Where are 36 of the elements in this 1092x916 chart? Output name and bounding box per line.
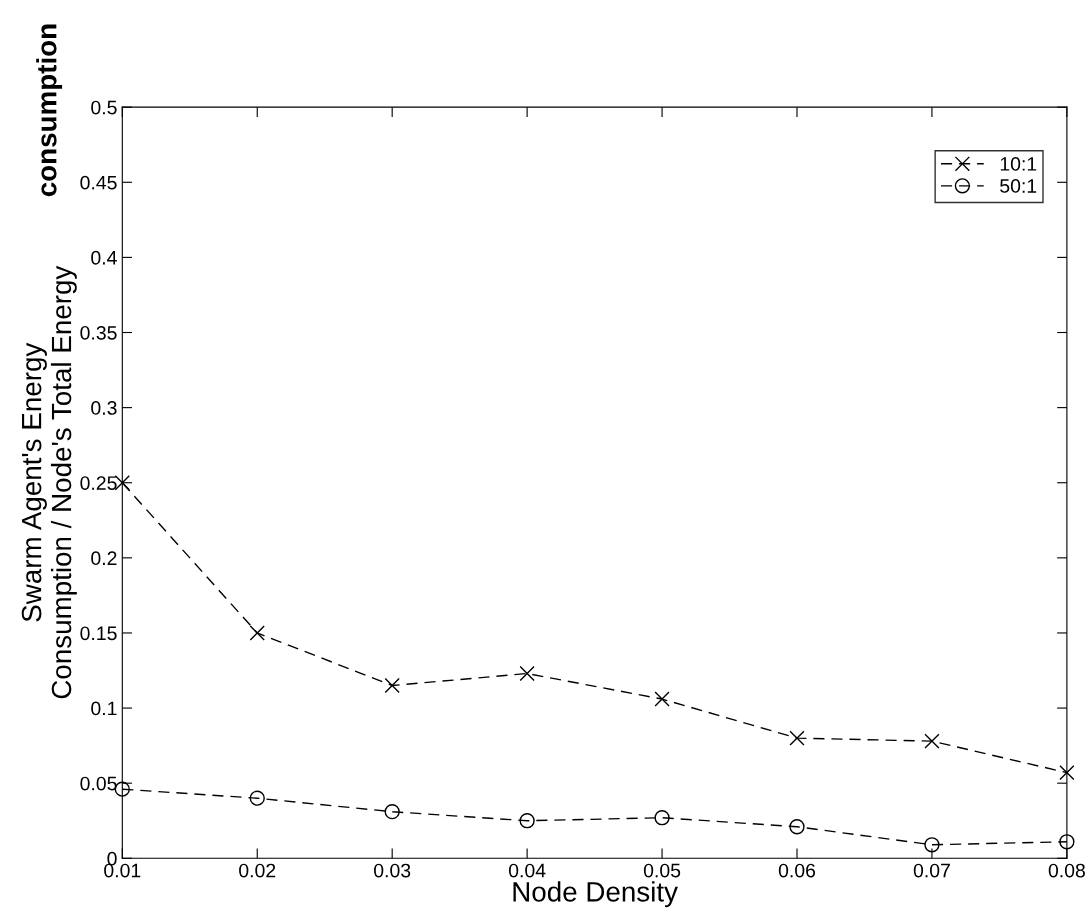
legend-label: 50:1 bbox=[1000, 179, 1037, 193]
x-tick-label: 0.02 bbox=[239, 863, 276, 878]
x-tick-label: 0.07 bbox=[913, 863, 950, 878]
point bbox=[249, 625, 265, 641]
x-tick-label: 0.08 bbox=[1048, 863, 1085, 878]
legend-label: 10:1 bbox=[1000, 157, 1037, 171]
x-tick-label: 0.06 bbox=[778, 863, 816, 878]
y-tick-label: 0.35 bbox=[80, 325, 117, 340]
x-tick-label: 0.03 bbox=[374, 863, 411, 878]
point bbox=[789, 730, 805, 746]
point bbox=[789, 819, 805, 835]
x-tick-label: 0.05 bbox=[643, 863, 681, 878]
y-axis-title: Swarm Agent's Energy Consumption / Node's Total Energy bbox=[21, 265, 77, 699]
point bbox=[1059, 765, 1075, 781]
y-tick-label: 0.3 bbox=[91, 401, 117, 415]
point bbox=[924, 733, 940, 749]
y-tick-label: 0.05 bbox=[80, 776, 117, 791]
point bbox=[519, 665, 535, 682]
point bbox=[519, 813, 535, 829]
y-tick-label: 0.15 bbox=[80, 626, 117, 641]
y-tick-label: 0.25 bbox=[80, 476, 117, 490]
point bbox=[654, 691, 670, 707]
point bbox=[384, 677, 400, 694]
text: consumption bbox=[36, 24, 63, 197]
y-tick-label: 0.5 bbox=[91, 100, 117, 115]
point bbox=[384, 804, 400, 820]
point bbox=[924, 837, 940, 853]
point bbox=[654, 810, 670, 826]
y-tick-label: 0.45 bbox=[80, 175, 117, 190]
y-tick-label: 0.1 bbox=[91, 701, 117, 716]
point bbox=[1059, 834, 1075, 850]
x-axis-title: Node Density bbox=[513, 881, 678, 908]
y-tick-label: 0.2 bbox=[91, 551, 117, 566]
y-tick-label: 0.4 bbox=[91, 250, 117, 265]
x-tick-label: 0.04 bbox=[508, 863, 546, 878]
point bbox=[249, 790, 265, 806]
